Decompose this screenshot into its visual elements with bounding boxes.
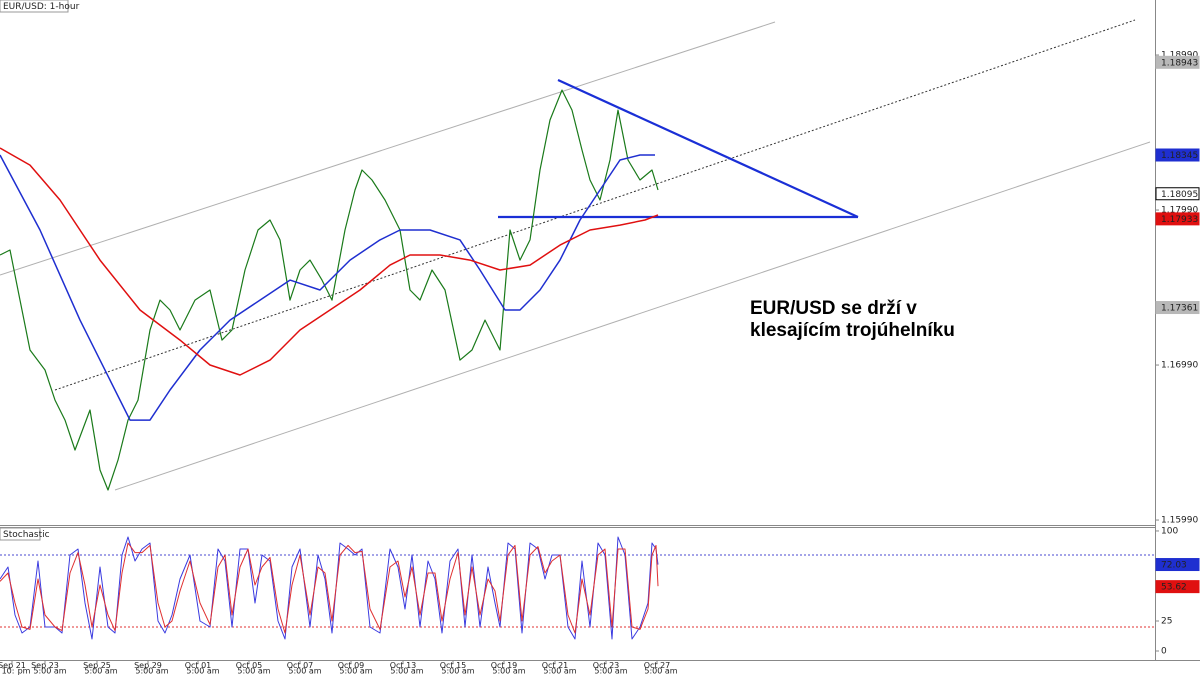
y-tick-label: 0: [1161, 646, 1167, 656]
x-tick-time-label: 5:00 am: [186, 667, 219, 676]
title-box: [0, 0, 69, 13]
series-line: [0, 536, 659, 640]
x-tick-label: Sep 21: [0, 661, 26, 670]
x-tick-time-label: 10:: [2, 667, 15, 676]
x-tick-time-label: 5:00 am: [288, 667, 321, 676]
x-tick-label: Oct 19: [491, 661, 518, 670]
series-line: [0, 542, 659, 634]
price-label-box: [1155, 558, 1200, 572]
price-label: 1.18095: [1161, 190, 1198, 200]
chart-title: EUR/USD: 1-hour: [3, 2, 80, 12]
y-tick-label: 25: [1161, 616, 1172, 626]
trend-line: [557, 78, 859, 219]
price-label: 72.03: [1161, 561, 1187, 571]
annotation: EUR/USD se drží v: [750, 298, 917, 319]
trend-line: [114, 141, 1151, 491]
price-label-box: [1155, 580, 1200, 594]
series-line: [0, 147, 659, 376]
x-tick-time-label: 5:00 am: [339, 667, 372, 676]
y-tick-label: 1.18990: [1161, 51, 1198, 61]
y-tick-label: 100: [1161, 526, 1178, 536]
series-line: [0, 154, 655, 421]
x-tick-label: Sep 29: [134, 661, 162, 670]
annotation: klesajícím trojúhelníku: [750, 320, 955, 341]
x-tick-time-label: 5:00 am: [492, 667, 525, 676]
price-label: 1.17933: [1161, 215, 1198, 225]
x-tick-label: Oct 23: [593, 661, 620, 670]
panel-title: Stochastic: [3, 530, 50, 540]
x-tick-time-label: 5:00 am: [237, 667, 270, 676]
x-tick-label: Oct 09: [338, 661, 365, 670]
x-tick-time-label: 5:00 am: [390, 667, 423, 676]
x-tick-label: Oct 15: [440, 661, 467, 670]
price-label-box: [1155, 187, 1200, 201]
x-tick-label: Oct 13: [390, 661, 417, 670]
series-line: [0, 89, 659, 491]
price-label: 1.18345: [1161, 151, 1198, 161]
x-tick-time-label: 5:00 am: [33, 667, 66, 676]
price-label-box: [1155, 212, 1200, 226]
x-tick-label: Sep 23: [31, 661, 59, 670]
price-label: 53.62: [1161, 583, 1187, 593]
y-tick-label: 1.15990: [1161, 516, 1198, 526]
x-tick-label: Oct 07: [287, 661, 314, 670]
price-label: 1.18943: [1161, 58, 1198, 68]
trend-line: [0, 21, 776, 276]
x-tick-label: Oct 05: [236, 661, 263, 670]
title-box: [0, 527, 41, 541]
x-tick-label: Oct 01: [185, 661, 212, 670]
x-tick-time-label: 5:00 am: [644, 667, 677, 676]
x-tick-time-label: pm: [18, 667, 31, 676]
x-tick-time-label: 5:00 am: [135, 667, 168, 676]
x-tick-label: Oct 27: [644, 661, 671, 670]
x-tick-label: Sep 25: [83, 661, 111, 670]
price-label-box: [1155, 301, 1200, 315]
price-label-box: [1155, 55, 1200, 69]
x-tick-time-label: 5:00 am: [441, 667, 474, 676]
x-tick-time-label: 5:00 am: [594, 667, 627, 676]
x-tick-time-label: 5:00 am: [84, 667, 117, 676]
price-label-box: [1155, 148, 1200, 162]
x-tick-label: Oct 21: [542, 661, 569, 670]
y-tick-label: 1.17990: [1161, 206, 1198, 216]
y-tick-label: 1.16990: [1161, 361, 1198, 371]
price-label: 1.17361: [1161, 304, 1198, 314]
x-tick-time-label: 5:00 am: [543, 667, 576, 676]
